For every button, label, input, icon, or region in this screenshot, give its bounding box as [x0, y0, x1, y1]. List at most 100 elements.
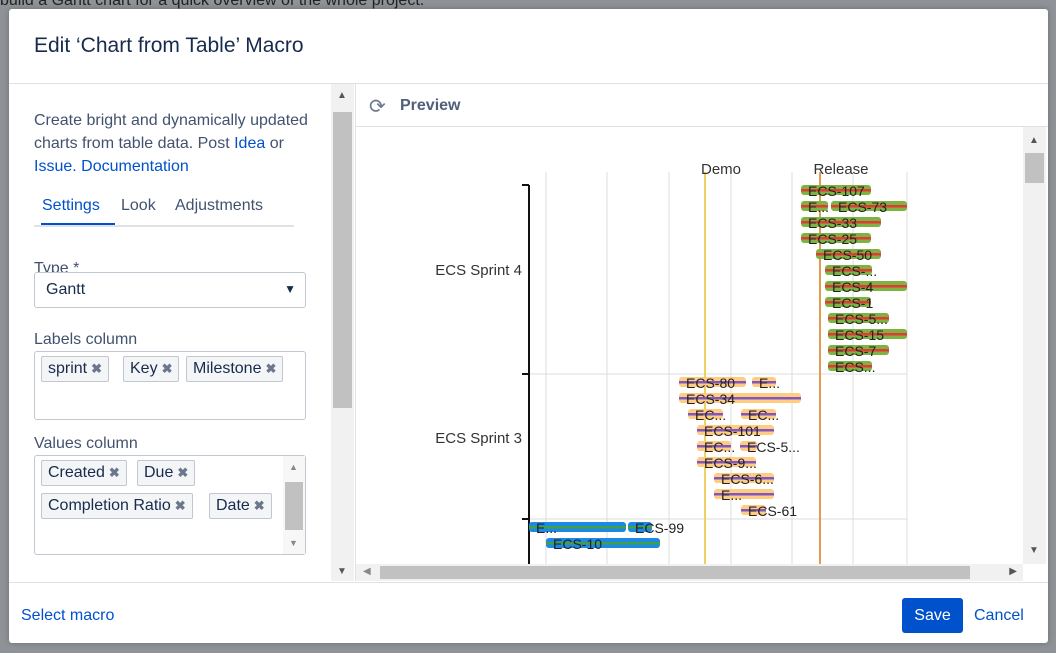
task-progress [741, 509, 766, 512]
remove-tag-icon[interactable]: ✖ [108, 465, 120, 480]
remove-tag-icon[interactable]: ✖ [91, 361, 103, 376]
task-progress [825, 285, 907, 288]
task-label: ECS-4 [832, 279, 873, 295]
task-progress [697, 445, 731, 448]
task-label: ECS-10 [553, 536, 602, 552]
dialog-header: Edit ‘Chart from Table’ Macro [9, 9, 1048, 84]
task-label: ECS-101 [704, 423, 761, 439]
task-progress [828, 349, 889, 352]
task-label: ECS-99 [635, 520, 684, 536]
issue-link[interactable]: Issue. [34, 158, 77, 175]
scroll-up-icon[interactable]: ▲ [289, 462, 298, 472]
type-select[interactable]: Gantt ▼ [34, 272, 306, 308]
tag-milestone: Milestone ✖ [186, 356, 284, 382]
tag-label: Key [130, 360, 158, 377]
chevron-down-icon: ▼ [284, 282, 296, 296]
task-progress [697, 429, 774, 432]
task-label: E... [759, 375, 780, 391]
description-or: or [269, 135, 284, 152]
scroll-left-icon[interactable]: ◀ [363, 566, 371, 577]
tab-look[interactable]: Look [121, 197, 156, 214]
tab-settings[interactable]: Settings [42, 197, 100, 214]
documentation-link[interactable]: Documentation [81, 158, 189, 175]
task-progress [828, 365, 872, 368]
task-label: EC... [704, 439, 735, 455]
task-label: ECS-5... [747, 439, 800, 455]
category-label: ECS Sprint 3 [435, 430, 522, 447]
task-label: ECS-80 [686, 375, 735, 391]
task-label: E... [536, 520, 557, 536]
macro-description: Create bright and dynamically updated ch… [34, 109, 319, 178]
task-label: ECS-33 [808, 215, 857, 231]
background-page-text: build a Gantt chart for a quick overview… [0, 0, 425, 9]
preview-horizontal-scrollbar[interactable]: ◀ ▶ [356, 564, 1023, 581]
remove-tag-icon[interactable]: ✖ [265, 361, 277, 376]
active-tab-indicator [41, 223, 115, 225]
task-progress [628, 526, 652, 529]
tag-label: Completion Ratio [48, 497, 171, 514]
task-progress [752, 381, 776, 384]
task-label: ECS-1 [832, 295, 873, 311]
task-label: ECS-... [832, 263, 877, 279]
tag-created: Created ✖ [41, 460, 127, 486]
task-progress [546, 542, 660, 545]
task-progress [816, 253, 881, 256]
task-label: E... [808, 199, 829, 215]
tab-adjustments[interactable]: Adjustments [175, 197, 264, 214]
scrollbar-thumb[interactable] [1025, 153, 1044, 183]
task-progress [831, 205, 907, 208]
task-label: ECS-61 [748, 503, 797, 519]
idea-link[interactable]: Idea [234, 135, 266, 152]
scroll-down-icon[interactable]: ▼ [337, 566, 347, 577]
tag-label: Milestone [193, 360, 262, 377]
milestone-label: Release [813, 161, 868, 178]
task-progress [529, 526, 626, 529]
task-progress [679, 381, 746, 384]
scroll-down-icon[interactable]: ▼ [1029, 545, 1039, 556]
scroll-right-icon[interactable]: ▶ [1009, 566, 1017, 577]
scroll-down-icon[interactable]: ▼ [289, 538, 298, 548]
scrollbar-thumb[interactable] [285, 482, 303, 530]
tag-label: sprint [48, 360, 88, 377]
dialog-title: Edit ‘Chart from Table’ Macro [34, 34, 304, 57]
values-column-scrollbar[interactable]: ▲ ▼ [283, 456, 305, 554]
scrollbar-thumb[interactable] [333, 112, 352, 408]
task-progress [801, 205, 828, 208]
remove-tag-icon[interactable]: ✖ [174, 498, 186, 513]
settings-pane-scrollbar[interactable]: ▲ ▼ [331, 84, 354, 581]
tag-date: Date ✖ [209, 493, 272, 519]
task-progress [714, 493, 774, 496]
task-progress [801, 189, 871, 192]
labels-column-label: Labels column [34, 331, 138, 348]
remove-tag-icon[interactable]: ✖ [161, 361, 173, 376]
type-select-value: Gantt [46, 281, 86, 298]
tag-sprint: sprint ✖ [41, 356, 110, 382]
task-label: ECS-9... [704, 455, 757, 471]
labels-column-input[interactable]: sprint ✖ Key ✖ Milestone ✖ [34, 351, 306, 420]
task-progress [825, 269, 872, 272]
preview-vertical-scrollbar[interactable]: ▲ ▼ [1023, 127, 1046, 564]
select-macro-link[interactable]: Select macro [21, 607, 115, 624]
scroll-up-icon[interactable]: ▲ [337, 90, 347, 101]
refresh-icon[interactable]: ⟳ [369, 96, 386, 118]
task-progress [825, 301, 871, 304]
task-label: EC... [695, 407, 726, 423]
task-progress [679, 397, 801, 400]
save-button[interactable]: Save [902, 598, 963, 633]
task-label: EC... [748, 407, 779, 423]
task-progress [801, 221, 881, 224]
remove-tag-icon[interactable]: ✖ [177, 465, 189, 480]
task-label: ECS-107 [808, 183, 865, 199]
cancel-button[interactable]: Cancel [974, 607, 1024, 624]
preview-pane: ⟳ Preview Demo Release ECS Sprint 4 ECS Spr… [355, 84, 1048, 581]
task-label: ECS-25 [808, 231, 857, 247]
category-label: ECS Sprint 4 [435, 262, 522, 279]
scroll-up-icon[interactable]: ▲ [1029, 135, 1039, 146]
scrollbar-thumb[interactable] [380, 566, 970, 579]
remove-tag-icon[interactable]: ✖ [253, 498, 265, 513]
task-progress [714, 477, 774, 480]
preview-title: Preview [400, 97, 461, 114]
values-column-input[interactable]: Created ✖ Due ✖ Completion Ratio ✖ Date ✖ ▲ … [34, 455, 306, 555]
settings-pane: Create bright and dynamically updated ch… [9, 84, 354, 581]
gantt-chart-svg: Demo Release ECS Sprint 4 ECS Sprint 3 ECS-1… [435, 161, 908, 564]
